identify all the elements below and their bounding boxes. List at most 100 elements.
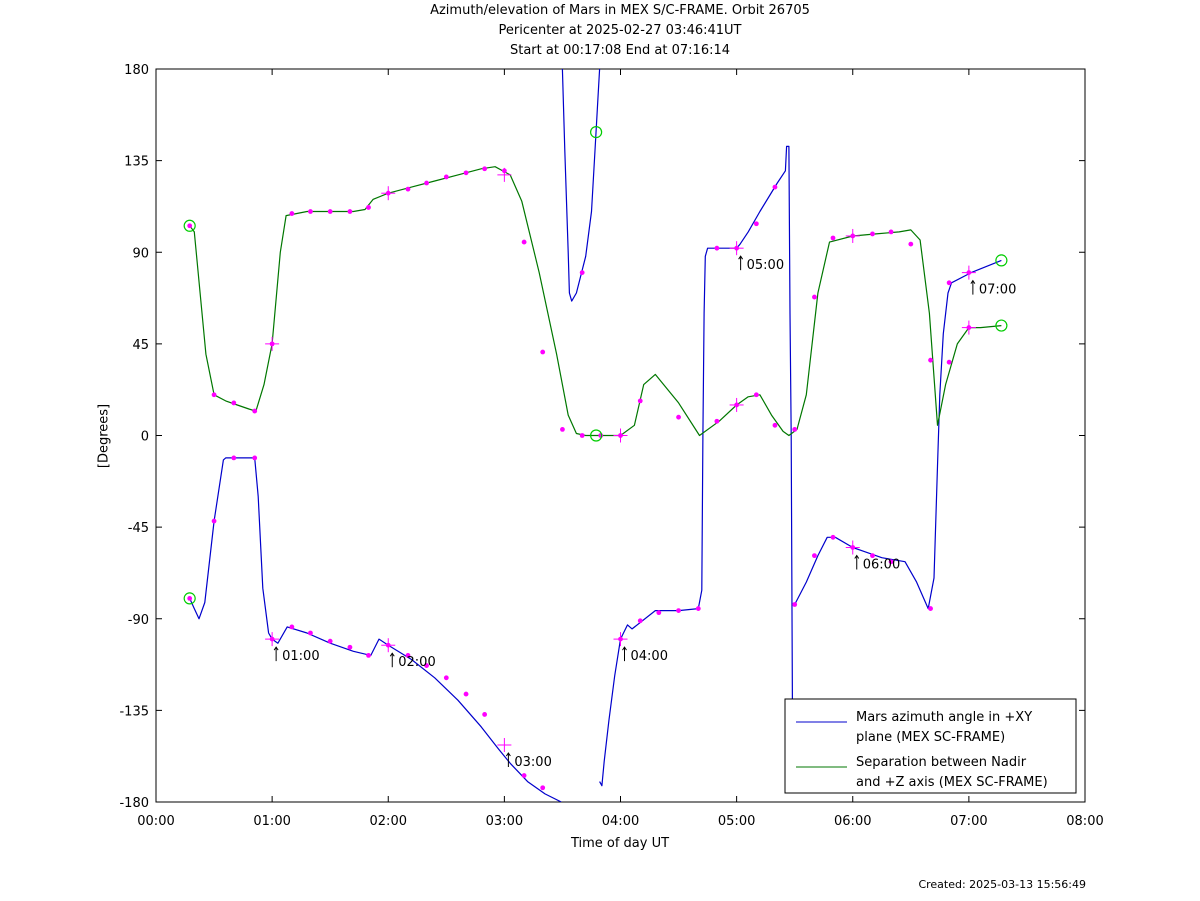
sample-point-marker [772, 422, 778, 428]
x-tick-label: 03:00 [486, 814, 523, 829]
annotation-arrow-head [389, 652, 395, 657]
sample-point-marker [830, 534, 836, 540]
x-tick-label: 08:00 [1066, 814, 1103, 829]
x-tick-label: 00:00 [137, 814, 174, 829]
sample-point-marker [656, 610, 662, 616]
sample-point-marker [521, 239, 527, 245]
endpoint-circle-marker [995, 254, 1008, 267]
endpoint-circle-marker [183, 592, 196, 605]
x-tick-label: 07:00 [950, 814, 987, 829]
legend-label-azimuth-line1: Mars azimuth angle in +XY [856, 710, 1032, 725]
chart-subtitle-pericenter: Pericenter at 2025-02-27 03:46:41UT [498, 23, 742, 38]
sample-point-marker [521, 773, 527, 778]
sample-point-marker [366, 205, 371, 210]
sample-point-marker [812, 553, 817, 559]
sample-point-marker [908, 241, 914, 247]
azimuth-series-line [599, 145, 795, 787]
sample-point-marker [405, 653, 411, 658]
created-timestamp: Created: 2025-03-13 15:56:49 [918, 878, 1086, 891]
sample-point-marker [888, 229, 894, 235]
sample-point-marker [211, 392, 217, 398]
sample-point-marker [405, 186, 411, 192]
sample-point-marker [928, 606, 933, 611]
separation-series-line [189, 166, 1002, 437]
x-tick-label: 05:00 [718, 814, 755, 829]
sample-point-marker [540, 785, 546, 791]
annotation-arrow-head [505, 752, 511, 757]
y-tick-label: 135 [124, 155, 149, 170]
annotation-label: 07:00 [979, 283, 1016, 298]
sample-point-marker [443, 675, 449, 681]
annotation-arrow-head [854, 554, 860, 559]
y-tick-label: 180 [124, 63, 149, 78]
x-tick-label: 04:00 [602, 814, 639, 829]
sample-point-marker [676, 414, 681, 420]
sample-point-marker [424, 663, 429, 668]
endpoint-circle-marker [590, 126, 603, 139]
legend-label-separation-line1: Separation between Nadir [856, 755, 1027, 770]
sample-point-marker [714, 245, 720, 251]
sample-point-marker [695, 606, 701, 611]
x-tick-label: 01:00 [253, 814, 290, 829]
sample-point-marker [946, 359, 952, 365]
y-tick-label: 0 [141, 430, 149, 445]
annotation-label: 03:00 [514, 755, 551, 770]
annotation-arrow-head [738, 255, 744, 260]
sample-point-marker [888, 559, 894, 565]
sample-point-marker [812, 294, 817, 300]
sample-point-marker [579, 270, 585, 276]
sample-point-marker [637, 618, 643, 624]
azimuth-series-line [189, 457, 562, 802]
y-tick-label: -135 [119, 704, 149, 719]
annotation-layer: 01:00 02:00 03:00 04:00 05:00 06:00 07:00 [273, 255, 1016, 770]
sample-point-marker [289, 624, 295, 630]
sample-point-marker [424, 180, 429, 186]
sample-point-marker [637, 398, 643, 404]
sample-point-marker [870, 553, 875, 559]
azimuth-series-line [561, 69, 601, 302]
y-tick-label: -180 [119, 796, 149, 811]
endpoint-circle-marker [183, 219, 196, 232]
sample-point-marker [540, 349, 546, 355]
annotation-label: 06:00 [863, 557, 900, 572]
sample-point-marker [289, 211, 295, 216]
sample-point-marker [308, 630, 313, 636]
x-axis-label: Time of day UT [570, 836, 670, 851]
y-axis-label: [Degrees] [96, 403, 112, 469]
sample-point-marker [579, 433, 585, 438]
legend-box [784, 698, 1077, 794]
y-tick-label: -45 [128, 521, 149, 536]
sample-point-marker [443, 174, 449, 180]
y-tick-label: -90 [128, 613, 149, 628]
sample-point-marker [830, 235, 836, 241]
sample-point-marker [366, 653, 371, 658]
sample-point-marker [252, 455, 258, 461]
legend-label-azimuth-line2: plane (MEX SC-FRAME) [856, 730, 1005, 745]
sample-point-marker [308, 209, 313, 214]
sample-point-marker [772, 184, 778, 190]
sample-point-marker [676, 608, 681, 614]
sample-point-marker [187, 595, 193, 601]
annotation-label: 05:00 [747, 258, 784, 273]
annotation-label: 04:00 [631, 649, 668, 664]
sample-point-marker [327, 209, 333, 214]
sample-point-marker [482, 166, 488, 172]
marker-layer [183, 126, 1008, 791]
sample-point-marker [231, 455, 237, 461]
annotation-arrow-head [273, 646, 279, 651]
sample-point-marker [347, 209, 353, 214]
annotation-label: 01:00 [282, 649, 319, 664]
sample-point-marker [327, 638, 333, 644]
sample-point-marker [347, 644, 353, 650]
sample-point-marker [714, 418, 720, 424]
sample-point-marker [211, 518, 217, 524]
sample-point-marker [946, 280, 952, 286]
sample-point-marker [870, 231, 875, 237]
annotation-arrow-head [970, 279, 976, 284]
azimuth-series-line [794, 259, 1002, 610]
legend: Mars azimuth angle in +XY plane (MEX SC-… [784, 698, 1077, 794]
chart-subtitle-time-range: Start at 00:17:08 End at 07:16:14 [509, 43, 731, 58]
sample-point-marker [463, 170, 469, 176]
sample-point-marker [753, 392, 759, 398]
